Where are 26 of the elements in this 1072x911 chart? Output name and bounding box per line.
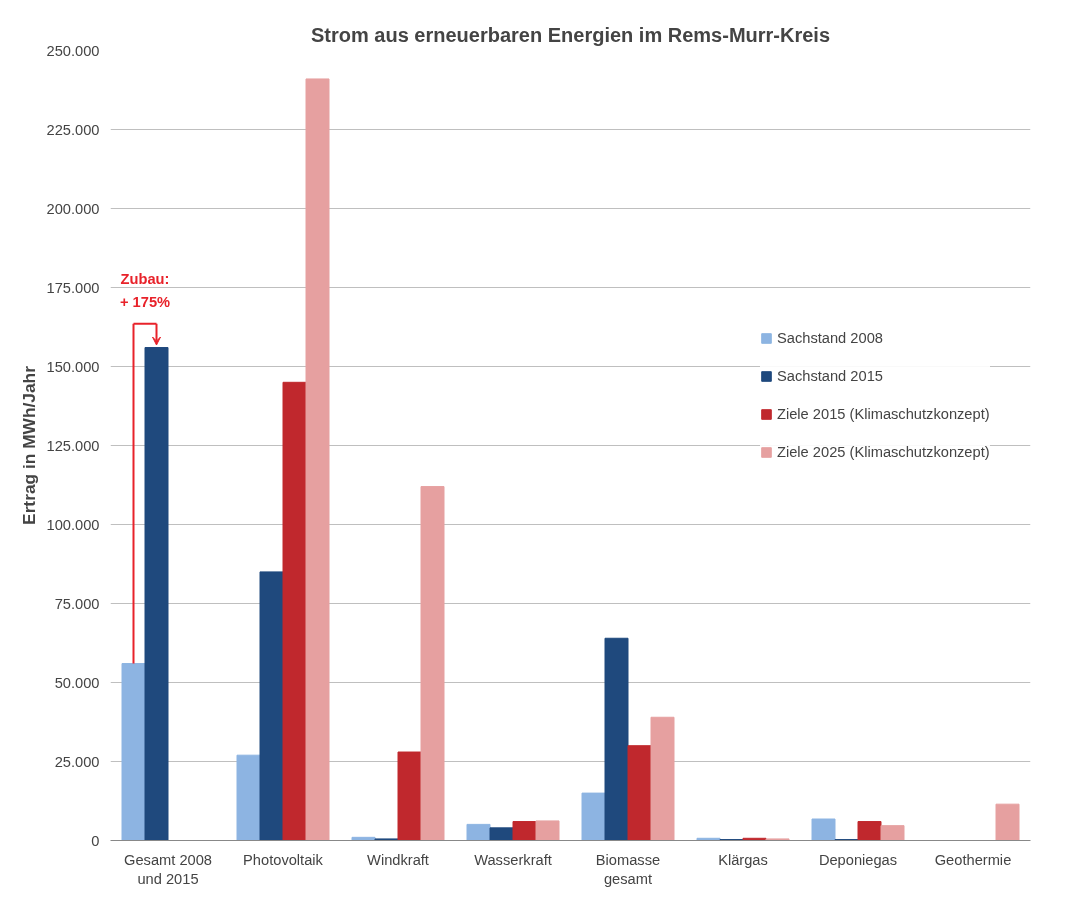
x-tick-label: Geothermie bbox=[934, 851, 1012, 868]
x-tick-label: Klärgas bbox=[718, 851, 768, 868]
x-tick-label: Gesamt 2008 und 2015 bbox=[124, 851, 213, 887]
y-tick-label: 125.000 bbox=[46, 437, 100, 454]
legend-label: Sachstand 2015 bbox=[777, 368, 883, 384]
x-tick-label: Photovoltaik bbox=[243, 851, 324, 868]
y-tick-label: 25.000 bbox=[54, 753, 100, 770]
y-tick-label: 150.000 bbox=[46, 358, 100, 375]
x-tick-label: Biomasse gesamt bbox=[595, 851, 661, 887]
y-tick-label: 175.000 bbox=[46, 279, 100, 296]
annotation: Zubau: + 175% bbox=[119, 271, 171, 310]
y-tick-label: 225.000 bbox=[46, 121, 100, 138]
x-tick-label: Windkraft bbox=[367, 851, 429, 868]
y-tick-label: 75.000 bbox=[54, 595, 100, 612]
y-tick-label: 0 bbox=[91, 832, 100, 849]
legend-label: Ziele 2025 (Klimaschutzkonzept) bbox=[777, 444, 990, 460]
chart-title: Strom aus erneuerbaren Energien im Rems-Murr-Kreis bbox=[310, 23, 831, 46]
y-tick-label: 200.000 bbox=[46, 200, 100, 217]
y-axis-title: Ertrag in MWh/Jahr bbox=[18, 365, 39, 525]
y-tick-label: 50.000 bbox=[54, 674, 100, 691]
legend-label: Sachstand 2008 bbox=[777, 330, 883, 346]
y-tick-label: 100.000 bbox=[46, 516, 100, 533]
x-tick-label: Deponiegas bbox=[818, 851, 898, 868]
x-tick-label: Wasserkraft bbox=[474, 851, 552, 868]
legend-label: Ziele 2015 (Klimaschutzkonzept) bbox=[777, 406, 990, 422]
y-tick-label: 250.000 bbox=[46, 42, 100, 59]
